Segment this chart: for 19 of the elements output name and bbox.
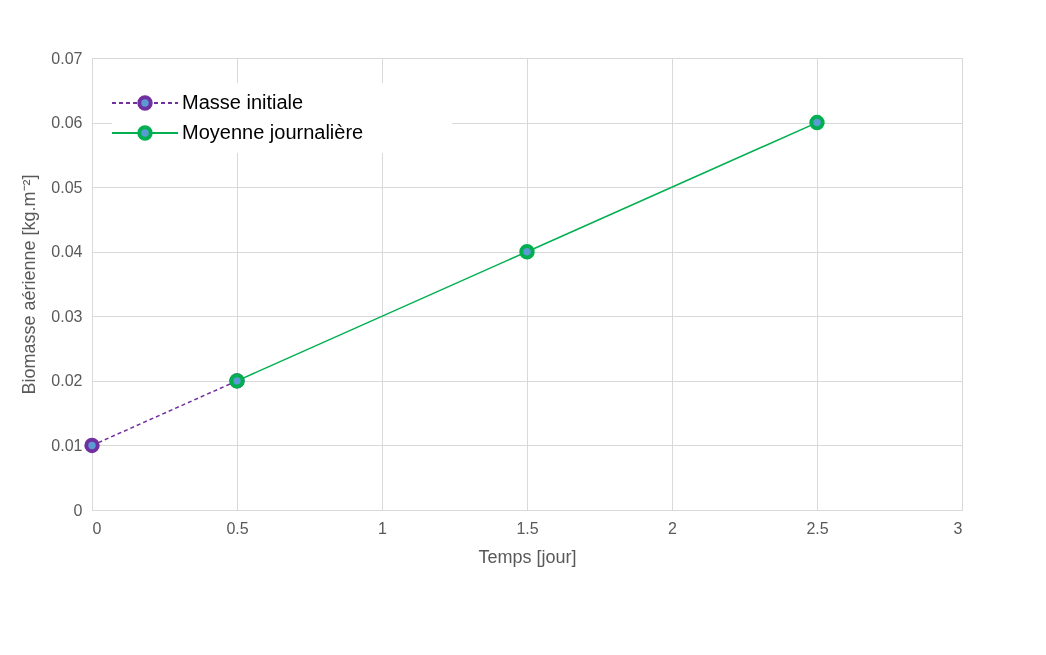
x-tick-label: 2.5 [806,519,829,537]
x-tick-label: 2 [668,519,678,537]
y-tick-label: 0.04 [51,243,83,261]
x-tick-label: 0 [92,519,102,537]
y-tick-label: 0.01 [51,436,83,454]
y-tick-label: 0 [73,501,83,519]
y-tick-label: 0.03 [51,307,83,325]
y-tick-label: 0.06 [51,114,83,132]
y-tick-label: 0.07 [51,49,83,67]
x-tick-label: 1.5 [516,519,539,537]
x-tick-label: 3 [953,519,963,537]
legend-label: Moyenne journalière [182,121,364,143]
legend-label: Masse initiale [182,91,304,113]
y-axis-title: Biomasse aérienne [kg.m⁻²] [19,174,40,395]
x-tick-label: 1 [378,519,388,537]
x-tick-label: 0.5 [226,519,249,537]
x-axis-title: Temps [jour] [478,546,577,567]
y-tick-label: 0.05 [51,178,83,196]
y-tick-label: 0.02 [51,372,83,390]
